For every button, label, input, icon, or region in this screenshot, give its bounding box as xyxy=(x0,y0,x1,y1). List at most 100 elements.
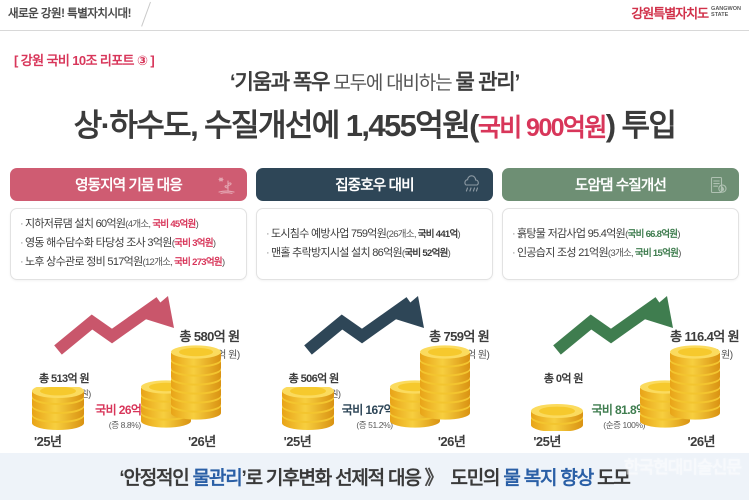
coin-stack-2025 xyxy=(276,384,340,431)
coin-stack-2025 xyxy=(26,384,90,431)
bullet-paren-close: ) xyxy=(212,238,216,250)
column-doam-dam: 도암댐 수질개선 · 흙 xyxy=(502,168,739,280)
bullet-paren-open: (3개소, xyxy=(607,247,635,259)
gangwon-logo: 강원특별자치도 GANGWON STATE xyxy=(631,6,741,20)
page-title: 상·하수도, 수질개선에 1,455억원(국비 900억원) 투입 xyxy=(0,100,749,145)
bullet-paren-open: ( xyxy=(171,238,175,250)
coin-stack-2025 xyxy=(525,397,589,432)
bullet-item: · 맨홀 추락방지시설 설치 86억원(국비 52억원) xyxy=(266,247,483,261)
growth-arrow-icon xyxy=(300,294,450,361)
total-label-2025: 총 0억 원 xyxy=(515,370,611,387)
bullet-text: 흙탕물 저감사업 95.4억원 xyxy=(516,227,626,240)
banner-part1: ‘안정적인 xyxy=(119,468,193,489)
delta-sub: (증 51.2%) xyxy=(356,420,393,430)
total-main-2025: 총 513억 원 xyxy=(38,373,90,385)
bullet-paren-open: (4개소, xyxy=(125,219,153,231)
report-tag: [ 강원 국비 10조 리포트 ③ ] xyxy=(14,53,155,68)
bullet-paren-open: ( xyxy=(401,247,405,259)
logo-en-line2: STATE xyxy=(711,12,729,19)
headline-before: 상·하수도, 수질개선에 1,455억원( xyxy=(73,108,480,143)
bullet-dot: · xyxy=(512,246,516,259)
bullet-paren-open: (26개소, xyxy=(386,228,418,240)
subtitle-highlight-drought: 기움과 xyxy=(234,71,291,94)
bullet-text: 인공습지 조성 21억원 xyxy=(516,246,609,259)
year-label-2025: '25년 xyxy=(283,434,312,449)
delta-main: 국비 26억 원 xyxy=(95,403,155,417)
total-main-2025: 총 506억 원 xyxy=(288,373,340,385)
logo-en-line1: GANGWON xyxy=(711,6,741,12)
bullet-gukbi: 국비 45억원 xyxy=(152,219,196,231)
year-label-2026: '26년 xyxy=(687,434,716,449)
bullet-gukbi: 국비 52억원 xyxy=(404,247,448,259)
bullet-item: · 영동 해수담수화 타당성 조사 3억원(국비 3억원) xyxy=(20,237,237,251)
year-label-2025: '25년 xyxy=(34,434,62,449)
column-body-doam-dam: · 흙탕물 저감사업 95.4억원(국비 66.8억원) · 인공습지 조성 21억… xyxy=(502,208,739,280)
slash-divider xyxy=(141,1,151,27)
bullet-text: 맨홀 추락방지시설 설치 86억원 xyxy=(270,246,403,259)
year-label-2026: '26년 xyxy=(437,434,466,449)
chart-drought: 총 580억 원 (국비 321억 원) 총 513억 원 (국비 295억 원… xyxy=(0,288,250,453)
banner-text: ‘안정적인 물관리’로 기후변화 선제적 대응 》 도민의 물 복지 향상 도모 xyxy=(119,463,631,490)
column-body-heavy-rain: · 도시침수 예방사업 759억원(26개소, 국비 441억) · 맨홀 추락방지… xyxy=(256,208,493,280)
bullet-item: · 도시침수 예방사업 759억원(26개소, 국비 441억) xyxy=(266,228,483,242)
bullet-gukbi: 국비 441억 xyxy=(417,228,459,240)
subtitle-middle: 모두에 대비하는 xyxy=(333,73,452,94)
top-bar: 새로운 강원! 특별자치시대! 강원특별자치도 GANGWON STATE xyxy=(0,0,749,31)
column-header-heavy-rain[interactable]: 집중호우 대비 xyxy=(256,168,493,201)
bullet-paren-close: ) xyxy=(677,228,680,240)
subtitle-quote-close: ’ xyxy=(514,71,520,94)
bullet-dot: · xyxy=(20,218,24,231)
bullet-item: · 흙탕물 저감사업 95.4억원(국비 66.8억원) xyxy=(512,228,729,242)
bullet-paren-close: ) xyxy=(678,247,681,259)
bullet-gukbi: 국비 15억원 xyxy=(634,247,679,259)
bullet-text: 노후 상수관로 정비 517억원 xyxy=(24,255,143,268)
column-title-drought: 영동지역 기뭄 대응 xyxy=(75,178,183,194)
drought-plant-icon xyxy=(215,174,237,196)
column-header-drought[interactable]: 영동지역 기뭄 대응 xyxy=(10,168,247,201)
bullet-gukbi: 국비 273억원 xyxy=(174,256,223,268)
logo-korean-text: 강원특별자치도 xyxy=(631,5,709,21)
banner-highlight-welfare: 물 복지 향상 xyxy=(503,468,594,489)
delta-sub: (증 8.8%) xyxy=(108,420,141,430)
bottom-banner: ‘안정적인 물관리’로 기후변화 선제적 대응 》 도민의 물 복지 향상 도모 … xyxy=(0,453,749,500)
headline-accent: 국비 900억원 xyxy=(477,114,607,142)
bullet-text: 도시침수 예방사업 759억원 xyxy=(270,227,387,240)
chart-heavy-rain: 총 759억 원 (국비 493억 원) 총 506억 원 (국비 326억 원… xyxy=(250,288,500,453)
total-main-2026: 총 759억 원 xyxy=(429,329,490,344)
column-header-doam-dam[interactable]: 도암댐 수질개선 xyxy=(502,168,739,201)
coin-stack-2026 xyxy=(385,339,477,431)
subtitle-highlight-water: 물 관리 xyxy=(455,71,515,94)
rain-cloud-icon xyxy=(461,174,483,196)
bullet-paren-close: ) xyxy=(457,228,461,240)
watermark: 한국현대미술신문 xyxy=(623,458,742,477)
bullet-item: · 지하저류댐 설치 60억원(4개소, 국비 45억원) xyxy=(20,218,237,232)
delta-label: 국비 26억 원 (증 8.8%) xyxy=(95,401,155,431)
category-columns: 영동지역 기뭄 대응 xyxy=(10,168,739,280)
bullet-paren-open: (12개소, xyxy=(142,256,175,268)
bullet-dot: · xyxy=(266,227,270,240)
chart-doam-dam: 총 116.4억 원 (국비 81.8억 원) 총 0억 원 국비 81.8억원… xyxy=(499,288,749,453)
coin-stack-2026 xyxy=(136,339,228,431)
bullet-paren-close: ) xyxy=(195,219,199,231)
total-main-2026: 총 580억 원 xyxy=(179,329,240,344)
column-body-drought: · 지하저류댐 설치 60억원(4개소, 국비 45억원) · 영동 해수담수화 타… xyxy=(10,208,247,280)
column-drought: 영동지역 기뭄 대응 xyxy=(10,168,247,280)
column-heavy-rain: 집중호우 대비 · 도시침수 예방사업 759억원(2 xyxy=(256,168,493,280)
slogan-text: 새로운 강원! 특별자치시대! xyxy=(8,8,131,20)
bullet-paren-close: ) xyxy=(447,247,451,259)
subtitle: ‘기움과 폭우 모두에 대비하는 물 관리’ xyxy=(0,66,749,96)
bullet-text: 영동 해수담수화 타당성 조사 3억원 xyxy=(24,237,172,250)
bullet-dot: · xyxy=(512,227,516,240)
bullet-item: · 노후 상수관로 정비 517억원(12개소, 국비 273억원) xyxy=(20,256,237,270)
banner-part2: ’로 기후변화 선제적 대응 xyxy=(241,468,421,489)
banner-part4: 도모 xyxy=(592,468,631,489)
subtitle-quote-open: ‘ xyxy=(229,71,236,94)
bullet-paren-open: ( xyxy=(625,228,628,240)
chevron-right-icon: 》 xyxy=(424,468,444,489)
charts-row: 총 580억 원 (국비 321억 원) 총 513억 원 (국비 295억 원… xyxy=(0,288,749,453)
total-main-2025: 총 0억 원 xyxy=(543,373,584,385)
year-label-2026: '26년 xyxy=(188,434,216,449)
bullet-item: · 인공습지 조성 21억원(3개소, 국비 15억원) xyxy=(512,247,729,261)
column-title-heavy-rain: 집중호우 대비 xyxy=(335,178,414,194)
column-title-doam-dam: 도암댐 수질개선 xyxy=(574,178,667,194)
